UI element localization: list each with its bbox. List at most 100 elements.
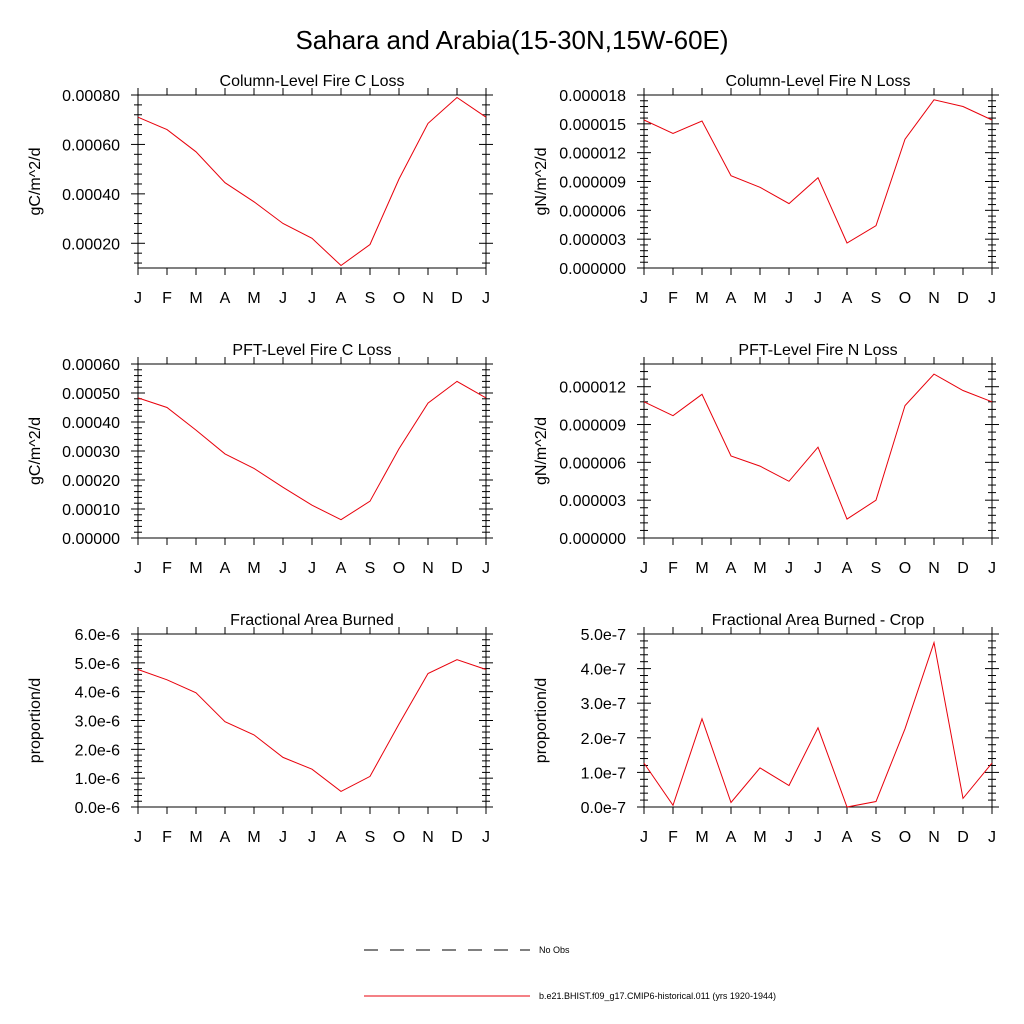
x-tick-label: J [134,829,142,846]
plot-frame [643,363,993,539]
x-tick-label: J [988,829,996,846]
x-tick-label: N [422,560,434,577]
x-tick-label: J [308,290,316,307]
y-axis-label: proportion/d [533,678,550,763]
y-tick-label: 0.000009 [559,418,626,435]
series-line [137,380,487,521]
x-tick-label: J [482,829,490,846]
x-tick-label: J [988,290,996,307]
x-tick-label: J [640,290,648,307]
y-tick-label: 0.00060 [62,357,120,374]
x-tick-label: D [451,829,463,846]
x-tick-label: J [785,829,793,846]
x-tick-label: J [814,560,822,577]
panel-title: Fractional Area Burned [230,612,394,629]
x-tick-label: M [695,829,708,846]
y-tick-label: 5.0e-7 [581,627,626,644]
y-tick-label: 5.0e-6 [75,656,120,673]
x-tick-label: A [726,829,737,846]
y-tick-label: 6.0e-6 [75,627,120,644]
y-axis-label: gN/m^2/d [533,417,550,485]
panel-fractional-area-burned-crop: Fractional Area Burned - Crop 0.0e-7 1.0e-… [533,612,999,846]
y-tick-label: 0.00010 [62,502,120,519]
x-tick-label: N [422,829,434,846]
y-tick-label: 0.00020 [62,473,120,490]
x-tick-label: F [668,829,678,846]
x-tick-label: M [695,290,708,307]
y-tick-label: 0.00080 [62,88,120,105]
x-tick-label: F [162,290,172,307]
y-axis-label: gN/m^2/d [533,148,550,216]
y-tick-label: 0.000006 [559,203,626,220]
y-tick-label: 4.0e-6 [75,685,120,702]
x-tick-label: A [220,560,231,577]
x-tick-label: N [928,829,940,846]
x-tick-label: N [928,560,940,577]
y-tick-label: 1.0e-6 [75,771,120,788]
panel-title: Fractional Area Burned - Crop [712,612,925,629]
x-tick-label: D [957,560,969,577]
series-line [643,373,993,520]
series-line [643,99,993,244]
x-tick-label: M [247,560,260,577]
legend-label-no-obs: No Obs [539,945,570,955]
x-tick-label: J [308,829,316,846]
x-tick-label: M [189,829,202,846]
y-tick-label: 0.0e-6 [75,800,120,817]
y-tick-label: 0.00020 [62,236,120,253]
plot-frame [137,94,487,269]
x-tick-label: J [640,560,648,577]
y-tick-label: 4.0e-7 [581,662,626,679]
x-tick-label: O [393,560,405,577]
panel-column-fire-n-loss: Column-Level Fire N Loss 0.000000 0.000003… [533,73,999,307]
panel-fractional-area-burned: Fractional Area Burned 0.0e-6 1.0e-6 2.0e-6… [27,612,493,846]
x-tick-label: D [957,290,969,307]
y-tick-label: 0.000000 [559,261,626,278]
x-tick-label: J [279,560,287,577]
x-tick-label: S [365,290,376,307]
x-tick-label: J [785,560,793,577]
y-tick-label: 0.00040 [62,187,120,204]
x-tick-label: D [451,290,463,307]
y-axis-label: gC/m^2/d [27,148,44,216]
x-tick-label: O [899,829,911,846]
y-tick-label: 0.000012 [559,380,626,397]
x-tick-label: S [365,560,376,577]
x-tick-label: J [482,560,490,577]
x-tick-label: J [482,290,490,307]
x-tick-label: J [279,290,287,307]
x-tick-label: M [753,560,766,577]
y-tick-label: 3.0e-7 [581,696,626,713]
y-tick-label: 0.000003 [559,232,626,249]
y-tick-label: 3.0e-6 [75,714,120,731]
y-axis-label: gC/m^2/d [27,417,44,485]
panel-title: Column-Level Fire C Loss [220,73,405,90]
x-tick-label: D [451,560,463,577]
x-tick-label: A [220,290,231,307]
x-tick-label: J [134,290,142,307]
x-tick-label: J [279,829,287,846]
y-tick-label: 0.00000 [62,531,120,548]
x-tick-label: A [842,829,853,846]
x-tick-label: A [726,560,737,577]
x-tick-label: A [220,829,231,846]
y-tick-label: 0.000003 [559,493,626,510]
x-tick-label: S [871,560,882,577]
y-axis-label: proportion/d [27,678,44,763]
x-tick-label: O [899,290,911,307]
panel-title: Column-Level Fire N Loss [726,73,911,90]
y-tick-label: 2.0e-7 [581,731,626,748]
y-tick-label: 0.00050 [62,386,120,403]
y-tick-label: 0.000000 [559,531,626,548]
series-line [137,96,487,267]
panel-pft-fire-n-loss: PFT-Level Fire N Loss 0.000000 0.000003 0.0… [533,342,999,577]
y-tick-label: 0.0e-7 [581,800,626,817]
y-tick-label: 0.00030 [62,444,120,461]
plot-frame [643,94,993,269]
x-tick-label: M [189,290,202,307]
x-tick-label: O [899,560,911,577]
y-tick-label: 0.000018 [559,88,626,105]
y-tick-label: 2.0e-6 [75,742,120,759]
x-tick-label: N [422,290,434,307]
